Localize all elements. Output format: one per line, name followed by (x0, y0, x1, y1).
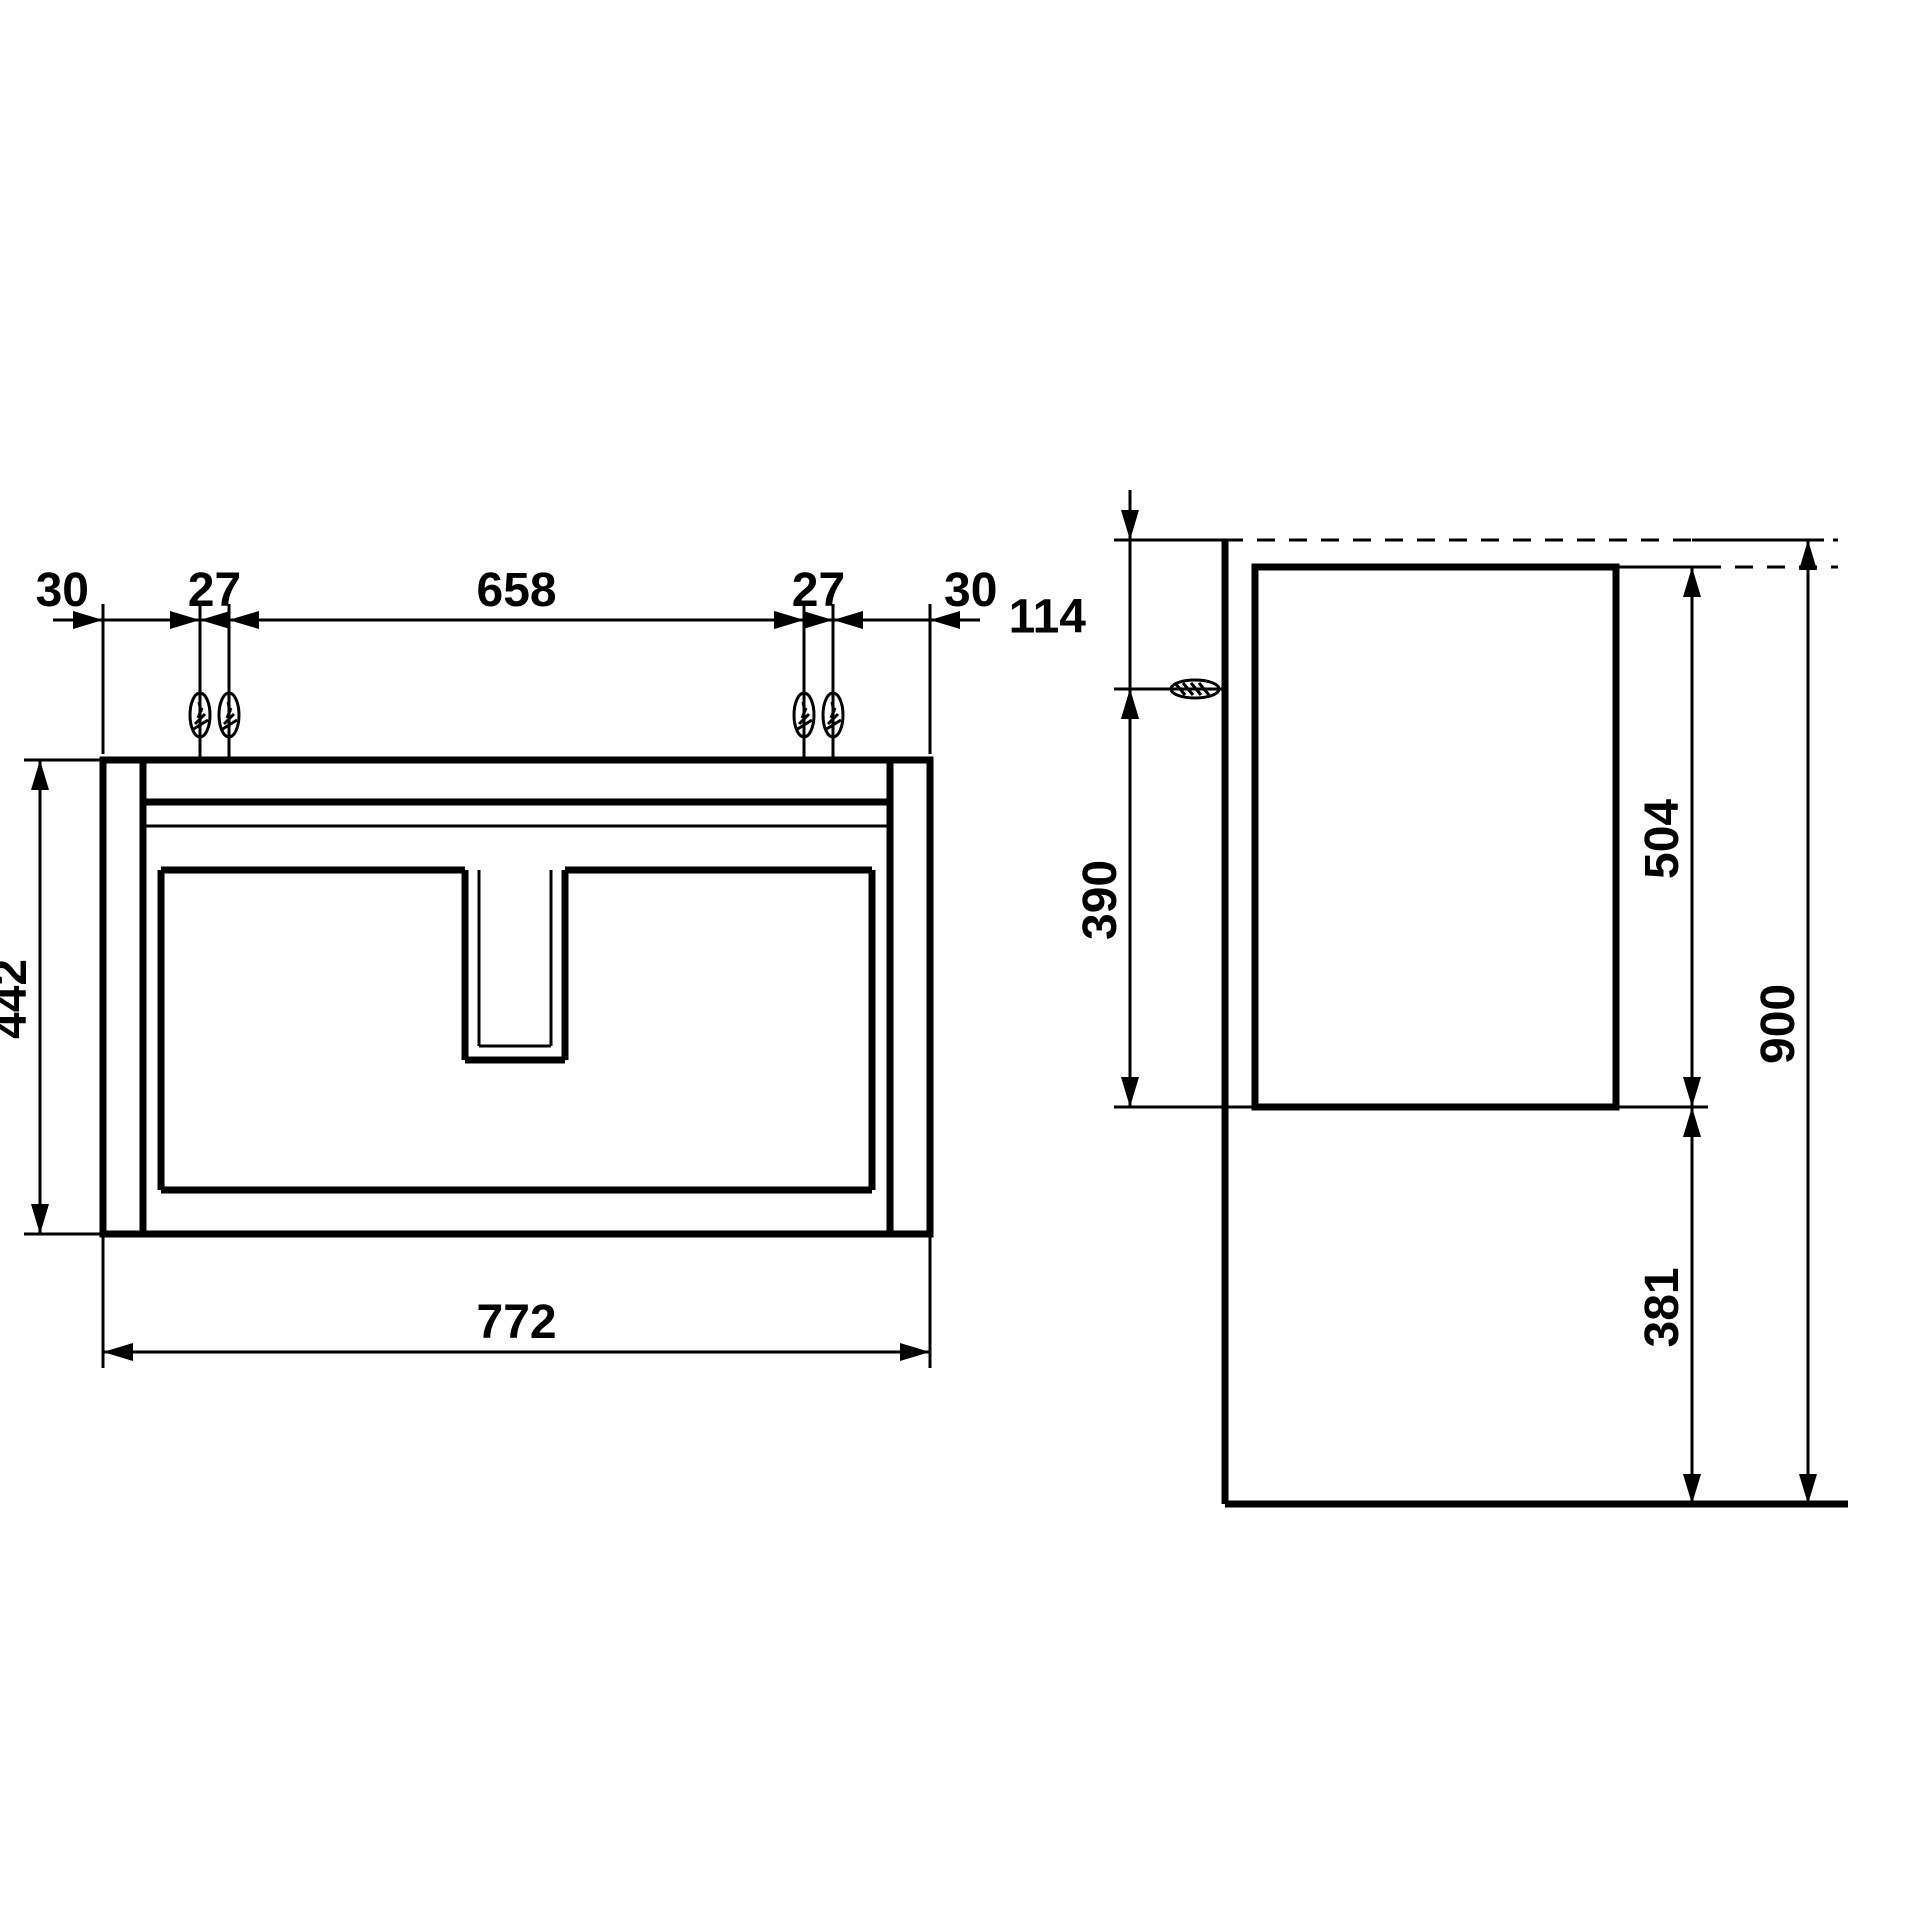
dim-658: 658 (477, 564, 557, 617)
dim-900: 900 (1752, 984, 1805, 1064)
dim-27-right: 27 (792, 564, 845, 617)
dim-381: 381 (1636, 1267, 1689, 1347)
dim-30-left: 30 (36, 564, 89, 617)
dim-30-right: 30 (944, 564, 997, 617)
dim-27-left: 27 (188, 564, 241, 617)
dim-442: 442 (0, 959, 37, 1039)
dim-390: 390 (1074, 860, 1127, 940)
dim-114: 114 (1009, 591, 1087, 644)
dim-504: 504 (1636, 799, 1689, 879)
technical-drawing: 30 27 658 27 30 442 772 114 390 504 381 900 (0, 0, 1920, 1920)
dim-772: 772 (477, 1296, 557, 1349)
